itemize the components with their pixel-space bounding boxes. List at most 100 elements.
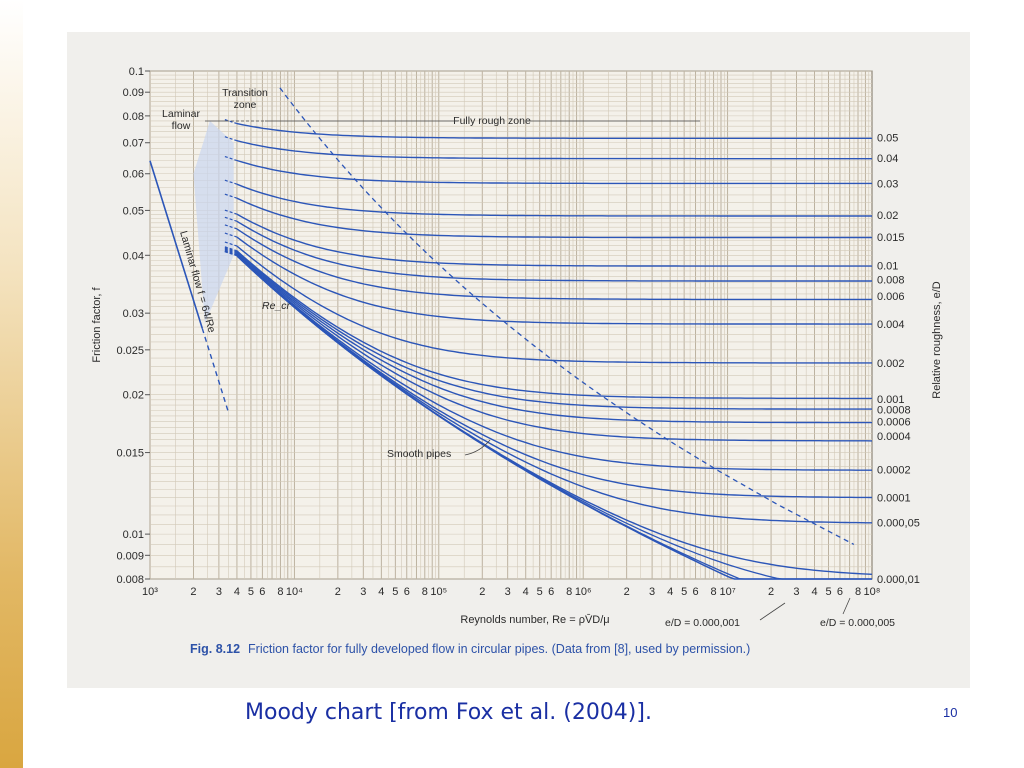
x-tick-label: 5: [248, 586, 254, 598]
roughness-label: 0.000,01: [877, 574, 920, 586]
smooth-pipes-pointer: [464, 439, 491, 456]
y-tick-label: 0.06: [123, 169, 144, 181]
x-tick-label: 4: [811, 586, 817, 598]
roughness-curve: [236, 220, 872, 282]
grid-lines: [145, 70, 873, 580]
transition-zone-label: Transition: [222, 87, 268, 99]
y-tick-label: 0.1: [129, 66, 144, 78]
x-tick-label: 5: [537, 586, 543, 598]
x-tick-label: 8: [277, 586, 283, 598]
roughness-curve-transition: [224, 136, 238, 142]
roughness-label: 0.015: [877, 232, 905, 244]
x-tick-label: 10⁶: [575, 586, 592, 598]
roughness-label: 0.01: [877, 261, 898, 273]
roughness-curve-transition: [224, 209, 238, 215]
x-tick-label: 10⁸: [864, 586, 881, 598]
bottom-label-2: e/D = 0.000,005: [820, 617, 895, 629]
roughness-curve: [236, 159, 872, 185]
roughness-curve: [236, 228, 872, 301]
x-tick-label: 2: [768, 586, 774, 598]
slide-caption: Moody chart [from Fox et al. (2004)].: [245, 700, 652, 725]
x-tick-label: 2: [190, 586, 196, 598]
x-axis-label: Reynolds number, Re = ρV̄D/μ: [460, 613, 609, 626]
roughness-curve: [236, 254, 872, 471]
x-tick-label: 10⁵: [430, 586, 447, 598]
roughness-curve-transition: [224, 155, 238, 162]
roughness-curve: [236, 122, 872, 139]
roughness-label: 0.008: [877, 274, 905, 286]
x-tick-label: 3: [216, 586, 222, 598]
fully-rough-zone-label: Fully rough zone: [453, 115, 531, 127]
y-tick-label: 0.08: [123, 111, 144, 123]
x-tick-label: 8: [711, 586, 717, 598]
roughness-curve: [236, 213, 872, 267]
slide-decor-band: [0, 0, 23, 768]
x-tick-label: 8: [566, 586, 572, 598]
friction-curves: [149, 87, 873, 580]
roughness-label: 0.03: [877, 178, 898, 190]
roughness-label: 0.004: [877, 319, 905, 331]
figure-caption-text: Friction factor for fully developed flow…: [248, 642, 751, 656]
roughness-curve: [236, 183, 872, 217]
figure-caption: Fig. 8.12 Friction factor for fully devel…: [190, 642, 750, 656]
roughness-curve-transition: [224, 249, 238, 255]
x-tick-label: 8: [855, 586, 861, 598]
x-tick-label: 6: [259, 586, 265, 598]
bottom-label-1: e/D = 0.000,001: [665, 617, 740, 629]
x-tick-label: 4: [234, 586, 240, 598]
roughness-curve-transition: [224, 179, 238, 185]
x-tick-label: 3: [505, 586, 511, 598]
bottom-label-1-pointer: [759, 602, 786, 621]
roughness-label: 0.006: [877, 291, 905, 303]
x-tick-label: 8: [422, 586, 428, 598]
transition-zone-label: zone: [234, 99, 257, 111]
roughness-curve: [236, 197, 872, 239]
re-cr-label: Re_cr: [262, 300, 291, 312]
x-tick-label: 5: [392, 586, 398, 598]
x-tick-label: 10⁷: [719, 586, 735, 598]
y-tick-label: 0.01: [123, 529, 144, 541]
roughness-curve-transition: [224, 216, 238, 222]
fully-rough-boundary: [279, 87, 855, 545]
plot-frame: [149, 70, 873, 580]
y-tick-label: 0.03: [123, 308, 144, 320]
x-tick-label: 6: [404, 586, 410, 598]
x-tick-label: 10³: [142, 586, 158, 598]
x-tick-label: 6: [548, 586, 554, 598]
roughness-curve-transition: [224, 241, 238, 247]
figure-label: Fig. 8.12: [190, 642, 241, 656]
y-axis-label: Friction factor, f: [91, 286, 103, 362]
x-tick-label: 5: [825, 586, 831, 598]
roughness-label: 0.000,05: [877, 517, 920, 529]
roughness-curve-transition: [224, 246, 238, 252]
roughness-curve: [236, 250, 872, 400]
bottom-label-2-pointer: [842, 597, 851, 615]
roughness-curve-transition: [224, 119, 238, 125]
right-axis-label: Relative roughness, e/D: [931, 281, 943, 398]
x-tick-label: 3: [793, 586, 799, 598]
y-tick-label: 0.015: [116, 448, 144, 460]
laminar-line-extension: [201, 328, 230, 413]
x-tick-label: 2: [335, 586, 341, 598]
transition-shading: [193, 120, 234, 324]
roughness-label: 0.02: [877, 210, 898, 222]
roughness-label: 0.0006: [877, 417, 911, 429]
roughness-label: 0.0008: [877, 404, 911, 416]
x-tick-label: 10⁴: [286, 586, 303, 598]
smooth-pipes-label: Smooth pipes: [387, 448, 451, 460]
x-tick-label: 4: [378, 586, 384, 598]
roughness-curve: [236, 251, 872, 410]
roughness-curve-transition: [224, 247, 238, 253]
roughness-curve: [236, 140, 872, 160]
roughness-curve-transition: [224, 232, 238, 238]
roughness-label: 0.05: [877, 133, 898, 145]
y-tick-label: 0.07: [123, 138, 144, 150]
laminar-line: [149, 160, 203, 329]
x-tick-label: 2: [479, 586, 485, 598]
y-tick-label: 0.025: [116, 345, 144, 357]
x-tick-label: 6: [693, 586, 699, 598]
page-number: 10: [943, 705, 958, 720]
roughness-curve-transition: [224, 251, 238, 257]
roughness-label: 0.0004: [877, 431, 911, 443]
y-tick-label: 0.009: [116, 550, 144, 562]
